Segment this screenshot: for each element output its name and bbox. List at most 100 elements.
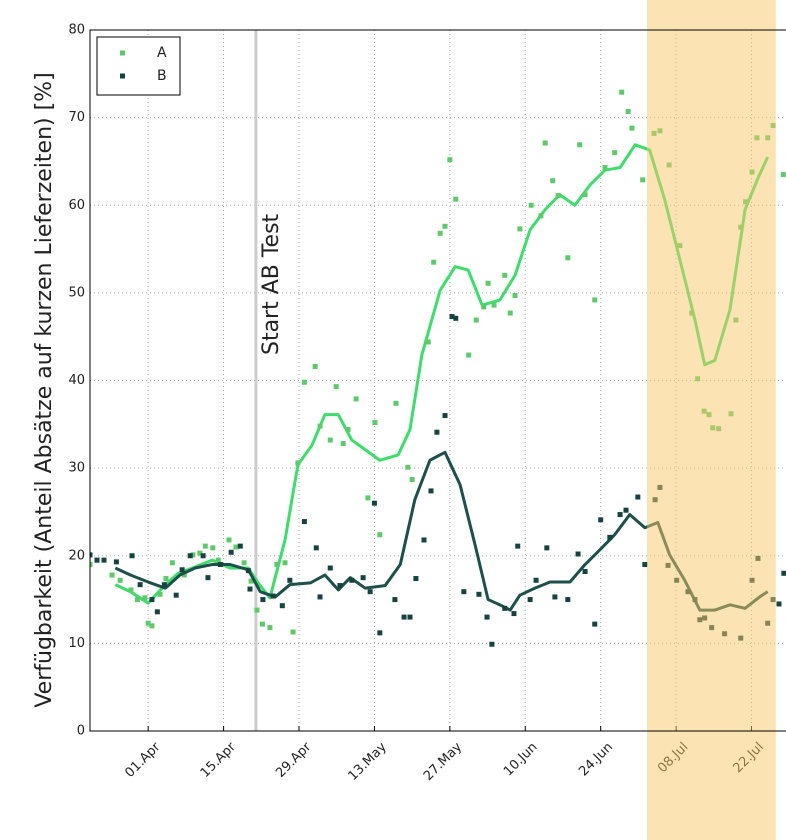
point <box>90 562 93 568</box>
point <box>431 259 437 265</box>
annotation: Start AB Test <box>259 213 284 355</box>
point <box>149 623 155 629</box>
point <box>421 537 427 543</box>
point <box>267 625 273 631</box>
point <box>538 213 544 219</box>
point <box>245 568 251 574</box>
x-tick-label: 10.Jun <box>501 740 541 780</box>
point <box>215 557 221 563</box>
point <box>425 339 431 345</box>
point <box>90 552 93 558</box>
point <box>101 557 107 563</box>
point <box>527 597 533 603</box>
point <box>481 304 487 310</box>
y-tick-label: 60 <box>68 198 85 213</box>
highlight-region <box>647 0 776 840</box>
point <box>317 423 323 429</box>
point <box>592 297 598 303</box>
point <box>337 583 343 589</box>
point <box>434 429 440 435</box>
point <box>109 572 115 578</box>
point <box>542 140 548 146</box>
point <box>241 560 247 566</box>
point <box>617 512 623 518</box>
point <box>453 196 459 202</box>
point <box>371 500 377 506</box>
point <box>202 543 208 549</box>
point <box>592 621 598 627</box>
point <box>449 314 455 320</box>
point <box>642 562 648 568</box>
point <box>134 597 140 603</box>
point <box>327 437 333 443</box>
point <box>428 488 434 494</box>
y-tick-label: 50 <box>68 285 85 300</box>
legend-marker <box>120 50 125 56</box>
point <box>365 495 371 501</box>
y-tick-label: 10 <box>68 636 85 651</box>
point <box>345 427 351 433</box>
point <box>327 565 333 571</box>
point <box>502 605 508 611</box>
point <box>466 352 472 358</box>
point <box>340 441 346 447</box>
y-tick-label: 80 <box>68 23 85 38</box>
x-tick-label: 27.May <box>421 739 465 783</box>
point <box>259 621 265 627</box>
point <box>205 575 211 581</box>
point <box>210 545 216 551</box>
point <box>437 230 443 236</box>
point <box>187 553 193 559</box>
point <box>511 611 517 617</box>
point <box>260 597 266 603</box>
point <box>582 192 588 198</box>
point <box>372 420 378 426</box>
point <box>401 614 407 620</box>
legend-marker <box>120 73 125 79</box>
point <box>317 594 323 600</box>
point <box>233 544 239 550</box>
point <box>392 597 398 603</box>
point <box>181 572 187 578</box>
point <box>515 543 521 549</box>
point <box>598 517 604 523</box>
point <box>442 223 448 229</box>
legend-label: B <box>157 68 167 84</box>
point <box>333 384 339 390</box>
point <box>484 614 490 620</box>
point <box>145 620 151 626</box>
point <box>512 293 518 299</box>
x-tick-label: 13.May <box>345 739 389 783</box>
point <box>489 641 495 647</box>
point <box>485 280 491 286</box>
point <box>254 607 260 613</box>
x-tick-label: 01.Apr <box>122 739 164 781</box>
point <box>407 614 413 620</box>
x-tick-label: 24.Jun <box>576 740 616 780</box>
point <box>360 575 366 581</box>
point <box>137 582 143 588</box>
point <box>237 543 243 549</box>
point <box>173 592 179 598</box>
y-tick-label: 0 <box>77 724 85 739</box>
point <box>163 576 169 582</box>
point <box>301 379 307 385</box>
point <box>279 603 285 609</box>
point <box>625 108 631 114</box>
y-tick-label: 30 <box>68 461 85 476</box>
point <box>640 177 646 183</box>
point <box>179 567 185 573</box>
y-tick-label: 20 <box>68 548 85 563</box>
point <box>491 302 497 308</box>
point <box>274 562 280 568</box>
point <box>409 477 415 483</box>
x-tick-label: 15.Apr <box>198 739 240 781</box>
y-tick-label: 40 <box>68 373 85 388</box>
y-tick-label: 70 <box>68 110 85 125</box>
point <box>228 549 234 555</box>
point <box>270 593 276 599</box>
point <box>544 545 550 551</box>
point <box>473 317 479 323</box>
point <box>149 597 155 603</box>
